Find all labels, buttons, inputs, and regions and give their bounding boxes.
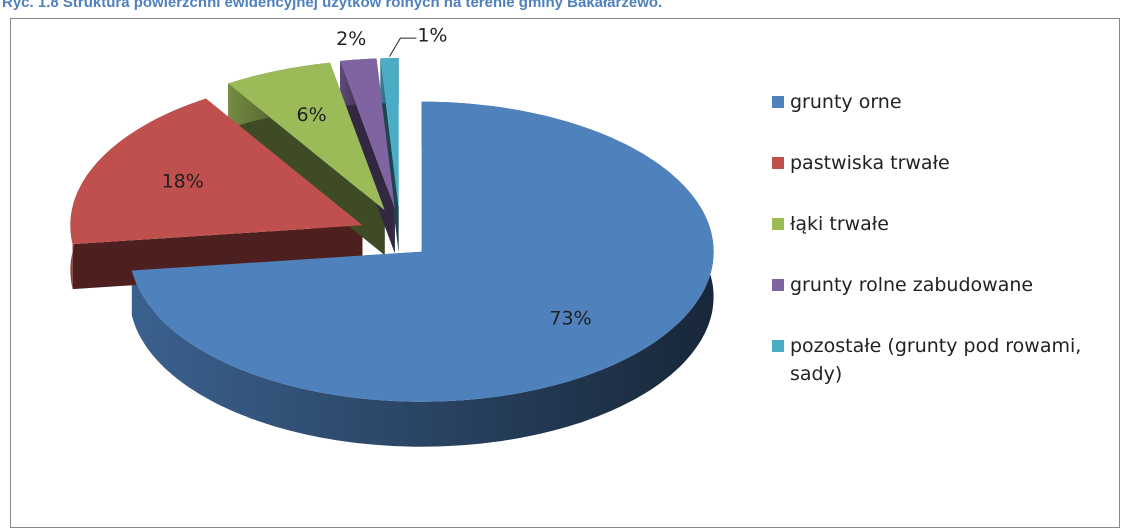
data-label: 1% [417,25,447,47]
slice [70,98,363,245]
legend-label: grunty orne [790,91,902,113]
legend-item: pozostałe (grunty pod rowami, sady) [772,332,1117,388]
legend-label: łąki trwałe [790,213,889,235]
data-label: 73% [549,308,591,330]
data-label: 2% [336,28,366,50]
chart-title: Ryc. 1.8 Struktura powierzchni ewidencyj… [2,0,663,11]
data-label: 6% [297,104,327,126]
slice [380,58,399,209]
legend-swatch [772,218,784,230]
legend-item: grunty rolne zabudowane [772,271,1117,299]
legend-item: pastwiska trwałe [772,149,1117,177]
slice [340,58,395,209]
legend-label: grunty rolne zabudowane [790,274,1034,296]
legend-swatch [772,157,784,169]
data-label: 18% [162,170,204,192]
legend-label: pastwiska trwałe [790,152,950,174]
leader-line [389,37,417,57]
slice [228,62,385,211]
legend-item: grunty orne [772,88,1117,116]
legend-swatch [772,340,784,352]
legend-swatch [772,96,784,108]
legend-label: pozostałe (grunty pod rowami, sady) [790,335,1082,385]
slice [131,101,714,402]
legend-item: łąki trwałe [772,210,1117,238]
legend: grunty orne pastwiska trwałe łąki trwałe gr… [772,88,1117,421]
legend-swatch [772,279,784,291]
